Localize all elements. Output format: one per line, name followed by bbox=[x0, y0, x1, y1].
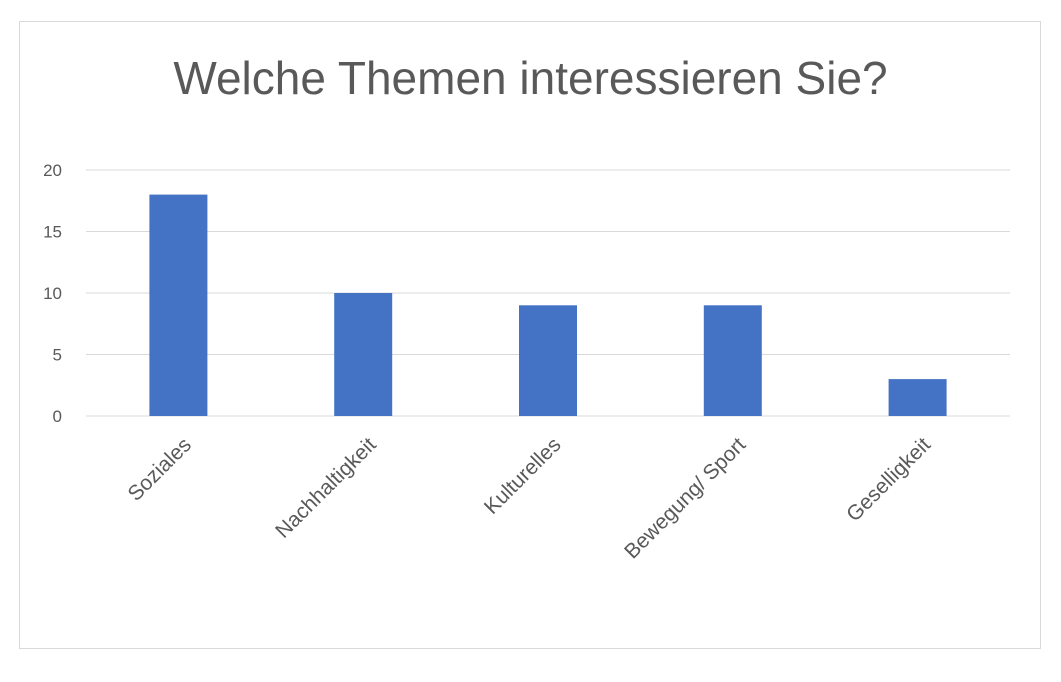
y-tick-label: 0 bbox=[53, 407, 62, 426]
category-labels: Soziales Nachhaltigkeit Kulturelles Bewegun… bbox=[124, 433, 936, 563]
y-tick-label: 5 bbox=[53, 346, 62, 365]
bar bbox=[888, 379, 947, 416]
bar bbox=[334, 293, 393, 416]
category-label: Soziales bbox=[124, 433, 196, 505]
bar bbox=[703, 305, 762, 416]
chart-title: Welche Themen interessieren Sie? bbox=[173, 52, 888, 104]
category-label: Bewegung/ Sport bbox=[620, 433, 750, 563]
bar bbox=[519, 305, 577, 416]
y-tick-labels: 0 5 10 15 20 bbox=[43, 161, 62, 426]
category-label: Kulturelles bbox=[480, 433, 566, 519]
bars bbox=[149, 194, 947, 416]
category-label: Nachhaltigkeit bbox=[271, 433, 381, 543]
y-tick-label: 15 bbox=[43, 223, 62, 242]
bar bbox=[149, 194, 208, 416]
category-label: Geselligkeit bbox=[842, 433, 935, 526]
y-tick-label: 20 bbox=[43, 161, 62, 180]
y-tick-label: 10 bbox=[43, 284, 62, 303]
